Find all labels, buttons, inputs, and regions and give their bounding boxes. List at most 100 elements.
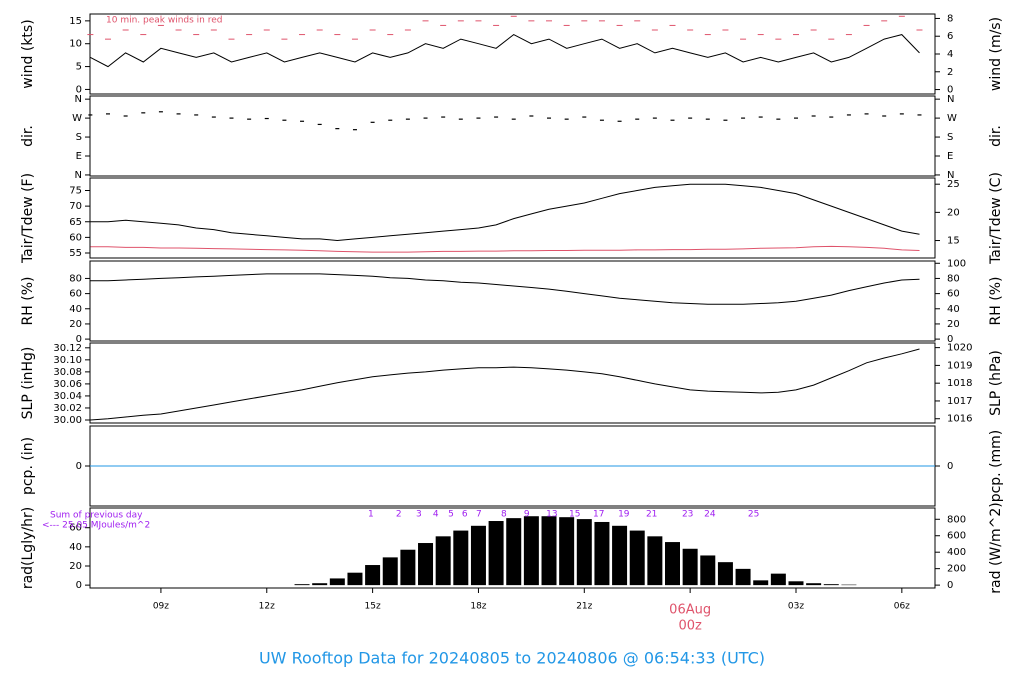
y2-tick-label: 15 — [947, 236, 960, 247]
series-line — [90, 34, 920, 68]
y2-tick-label: 8 — [947, 13, 953, 24]
bar — [506, 518, 522, 586]
y-tick-label: 60 — [69, 232, 82, 243]
y2-axis-label: dir. — [988, 125, 1004, 147]
marker-label: 13 — [546, 510, 557, 520]
date-label: 06Aug — [669, 603, 711, 618]
bar — [576, 519, 592, 586]
bar — [347, 572, 363, 586]
y2-tick-label: 800 — [947, 514, 966, 525]
marker-label: 17 — [593, 510, 604, 520]
bar — [665, 542, 681, 586]
bar — [365, 565, 381, 586]
y-tick-label: 60 — [69, 523, 82, 534]
y-tick-label: W — [72, 113, 82, 124]
y-tick-label: 70 — [69, 201, 82, 212]
y-tick-label: N — [75, 170, 82, 181]
y2-axis-label: RH (%) — [988, 277, 1004, 326]
y-tick-label: 5 — [76, 62, 82, 73]
bar — [770, 573, 786, 586]
x-tick-label: 09z — [153, 602, 169, 612]
marker-label: 2 — [396, 510, 402, 520]
y2-axis-label: SLP (hPa) — [988, 350, 1004, 416]
y-axis-label: Tair/Tdew (F) — [20, 173, 36, 264]
panel-frame — [89, 95, 936, 177]
y2-tick-label: 0 — [947, 580, 953, 591]
y2-tick-label: 60 — [947, 289, 960, 300]
y-axis-label: wind (kts) — [20, 19, 36, 88]
y-tick-label: E — [76, 151, 82, 162]
y-tick-label: 10 — [69, 39, 82, 50]
y2-tick-label: E — [947, 151, 953, 162]
y-tick-label: 40 — [69, 542, 82, 553]
marker-label: 24 — [704, 510, 716, 520]
y-axis-label: SLP (inHg) — [20, 347, 36, 420]
y-tick-label: 60 — [69, 289, 82, 300]
panel-frame — [89, 177, 936, 259]
y-tick-label: 30.10 — [53, 355, 82, 366]
bar — [647, 536, 663, 586]
y2-tick-label: N — [947, 170, 954, 181]
bar — [594, 521, 610, 586]
y2-tick-label: 200 — [947, 564, 966, 575]
marker-label: 1 — [368, 510, 374, 520]
y-tick-label: 0 — [76, 84, 82, 95]
bar — [541, 516, 557, 586]
marker-label: 6 — [462, 510, 468, 520]
marker-label: 25 — [748, 510, 759, 520]
bar — [329, 578, 345, 586]
marker-label: 4 — [433, 510, 439, 520]
y2-tick-label: 0 — [947, 461, 953, 472]
marker-label: 7 — [476, 510, 482, 520]
y2-tick-label: 0 — [947, 334, 953, 345]
x-tick-label: 03z — [788, 602, 804, 612]
series-line — [90, 183, 920, 242]
panel-frame — [89, 342, 936, 424]
panel-frame — [89, 507, 936, 589]
annotation: 10 min. peak winds in red — [106, 16, 223, 26]
y2-tick-label: 2 — [947, 67, 953, 78]
y-tick-label: 30.06 — [53, 379, 82, 390]
bar — [735, 568, 751, 586]
y2-tick-label: 20 — [947, 207, 960, 218]
y2-tick-label: 80 — [947, 273, 960, 284]
x-tick-label: 18z — [470, 602, 486, 612]
bar — [294, 584, 310, 586]
y-tick-label: 30.00 — [53, 415, 82, 426]
y-tick-label: 0 — [76, 461, 82, 472]
note: Sum of previous day — [50, 511, 143, 521]
y-tick-label: 75 — [69, 186, 82, 197]
bar — [488, 521, 504, 586]
y2-tick-label: 1018 — [947, 378, 972, 389]
y2-axis-label: wind (m/s) — [988, 17, 1004, 91]
bar — [382, 557, 398, 586]
y2-axis-label: Tair/Tdew (C) — [988, 172, 1004, 265]
marker-label: 3 — [416, 510, 422, 520]
series-line — [90, 273, 920, 305]
y2-tick-label: 1016 — [947, 414, 972, 425]
y-tick-label: 65 — [69, 217, 82, 228]
y-tick-label: 80 — [69, 273, 82, 284]
marker-label: 5 — [448, 510, 454, 520]
y-tick-label: S — [76, 132, 82, 143]
bar — [823, 584, 839, 586]
bar — [470, 525, 486, 586]
bar — [806, 583, 822, 586]
y-axis-label: RH (%) — [20, 277, 36, 326]
marker-label: 15 — [569, 510, 580, 520]
marker-label: 21 — [646, 510, 657, 520]
y2-tick-label: 20 — [947, 319, 960, 330]
bar — [435, 536, 451, 586]
y2-tick-label: 4 — [947, 49, 953, 60]
x-tick-label: 21z — [576, 602, 592, 612]
y-tick-label: 55 — [69, 248, 82, 259]
y2-tick-label: 40 — [947, 304, 960, 315]
bar — [717, 562, 733, 586]
y-tick-label: 0 — [76, 580, 82, 591]
y2-tick-label: 0 — [947, 85, 953, 96]
bar — [453, 530, 469, 586]
bar — [312, 583, 328, 586]
y2-tick-label: 1017 — [947, 396, 972, 407]
bar — [629, 530, 645, 586]
y-tick-label: 0 — [76, 334, 82, 345]
